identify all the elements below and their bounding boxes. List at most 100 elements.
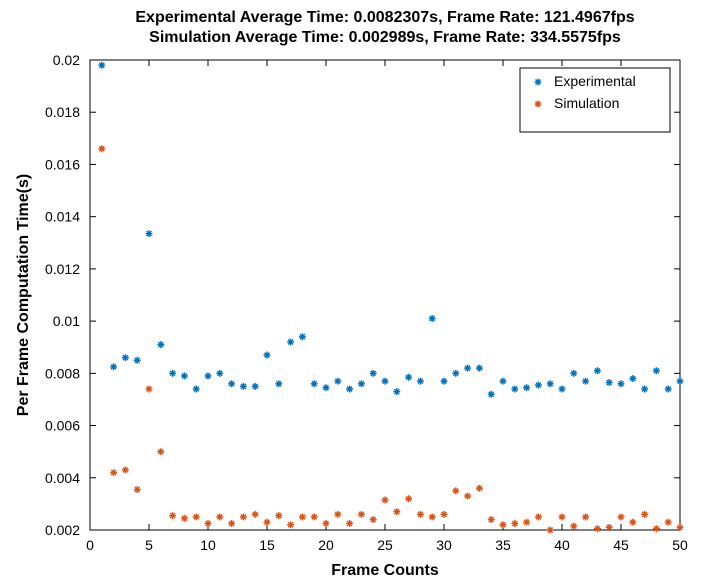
data-point — [559, 386, 566, 393]
legend-label: Simulation — [554, 95, 619, 111]
data-point — [582, 378, 589, 385]
data-point — [299, 513, 306, 520]
data-point — [382, 378, 389, 385]
data-point — [677, 378, 684, 385]
data-point — [181, 372, 188, 379]
data-point — [441, 378, 448, 385]
data-point — [523, 519, 530, 526]
legend-marker — [535, 79, 542, 86]
data-point — [618, 513, 625, 520]
y-tick-label: 0.006 — [45, 418, 80, 434]
data-point — [476, 365, 483, 372]
data-point — [275, 512, 282, 519]
chart-title-line1: Experimental Average Time: 0.0082307s, F… — [135, 9, 634, 26]
chart-title-line2: Simulation Average Time: 0.002989s, Fram… — [149, 29, 621, 46]
x-tick-label: 35 — [495, 537, 511, 553]
x-axis-label: Frame Counts — [331, 562, 439, 579]
data-point — [193, 513, 200, 520]
x-tick-label: 15 — [259, 537, 275, 553]
data-point — [134, 486, 141, 493]
data-point — [582, 513, 589, 520]
data-point — [393, 508, 400, 515]
data-point — [370, 370, 377, 377]
data-point — [370, 516, 377, 523]
data-point — [146, 230, 153, 237]
data-point — [228, 520, 235, 527]
data-point — [594, 367, 601, 374]
data-point — [405, 374, 412, 381]
y-tick-label: 0.008 — [45, 365, 80, 381]
legend-label: Experimental — [554, 73, 636, 89]
y-tick-label: 0.01 — [53, 313, 80, 329]
y-tick-label: 0.018 — [45, 104, 80, 120]
data-point — [535, 513, 542, 520]
data-point — [618, 380, 625, 387]
data-point — [606, 524, 613, 531]
data-point — [122, 466, 129, 473]
data-point — [641, 511, 648, 518]
data-point — [228, 380, 235, 387]
x-tick-label: 20 — [318, 537, 334, 553]
data-point — [98, 145, 105, 152]
data-point — [323, 384, 330, 391]
data-point — [511, 520, 518, 527]
data-point — [157, 341, 164, 348]
y-tick-label: 0.002 — [45, 522, 80, 538]
data-point — [417, 378, 424, 385]
data-point — [110, 469, 117, 476]
data-point — [441, 511, 448, 518]
data-point — [264, 352, 271, 359]
data-point — [653, 525, 660, 532]
data-point — [98, 62, 105, 69]
data-point — [606, 379, 613, 386]
data-point — [452, 487, 459, 494]
data-point — [334, 511, 341, 518]
data-point — [346, 386, 353, 393]
data-point — [169, 512, 176, 519]
y-tick-label: 0.016 — [45, 156, 80, 172]
data-point — [570, 523, 577, 530]
data-point — [464, 493, 471, 500]
data-point — [488, 391, 495, 398]
data-point — [641, 386, 648, 393]
data-point — [417, 511, 424, 518]
data-point — [264, 519, 271, 526]
x-tick-label: 10 — [200, 537, 216, 553]
data-point — [535, 382, 542, 389]
data-point — [464, 365, 471, 372]
x-tick-label: 5 — [145, 537, 153, 553]
data-point — [216, 513, 223, 520]
data-point — [488, 516, 495, 523]
data-point — [547, 527, 554, 534]
data-point — [405, 495, 412, 502]
data-point — [311, 380, 318, 387]
x-tick-label: 45 — [613, 537, 629, 553]
data-point — [311, 513, 318, 520]
data-point — [157, 448, 164, 455]
data-point — [653, 367, 660, 374]
legend-marker — [535, 101, 542, 108]
data-point — [134, 357, 141, 364]
data-point — [358, 511, 365, 518]
data-point — [665, 519, 672, 526]
x-tick-label: 0 — [86, 537, 94, 553]
data-point — [193, 386, 200, 393]
data-point — [559, 513, 566, 520]
data-point — [334, 378, 341, 385]
data-point — [252, 383, 259, 390]
data-point — [523, 384, 530, 391]
data-point — [275, 380, 282, 387]
chart-container: Experimental Average Time: 0.0082307s, F… — [0, 0, 712, 585]
data-point — [240, 513, 247, 520]
data-point — [205, 372, 212, 379]
x-tick-label: 40 — [554, 537, 570, 553]
y-tick-label: 0.02 — [53, 52, 80, 68]
data-point — [476, 485, 483, 492]
data-point — [287, 339, 294, 346]
data-point — [429, 315, 436, 322]
data-point — [110, 363, 117, 370]
data-point — [252, 511, 259, 518]
y-axis-label: Per Frame Computation Time(s) — [15, 174, 32, 416]
data-point — [570, 370, 577, 377]
x-tick-label: 25 — [377, 537, 393, 553]
